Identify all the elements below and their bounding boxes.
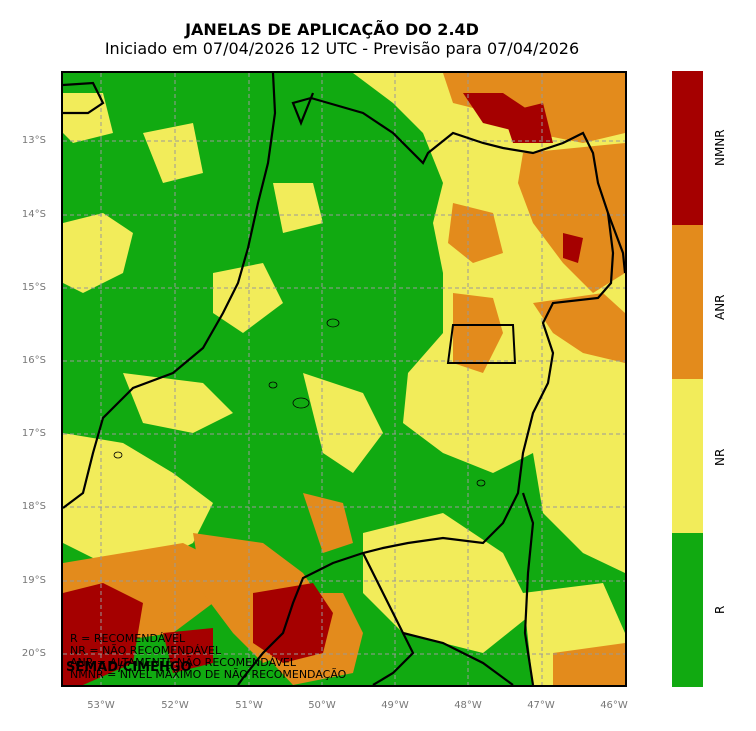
legend-line: NR = NÃO RECOMENDÁVEL [70,644,222,657]
legend-line: R = RECOMENDÁVEL [70,632,186,645]
map-title: JANELAS DE APLICAÇÃO DO 2.4D [185,20,479,39]
lon-label: 53°W [87,700,115,711]
credit-label: SEMAD/CIMEHGO [66,660,192,675]
colorbar-nmnr [672,71,703,225]
colorbar-label-nmnr: NMNR [713,129,727,166]
zone-nr [63,73,625,685]
lat-label: 20°S [21,648,46,659]
legend-line: ANR = ALTAMENTE NÃO RECOMENDÁVEL [70,656,296,669]
colorbar [672,71,703,687]
colorbar-label-nr: NR [713,448,727,466]
lat-label: 15°S [21,282,46,293]
lon-label: 47°W [527,700,555,711]
map-subtitle: Iniciado em 07/04/2026 12 UTC - Previsão… [104,39,580,58]
forecast-map [61,71,627,687]
lon-label: 48°W [454,700,482,711]
lat-label: 16°S [21,355,46,366]
colorbar-anr [672,225,703,379]
lat-label: 18°S [21,501,46,512]
lon-label: 49°W [381,700,409,711]
lon-label: 50°W [308,700,336,711]
map-legend: R = RECOMENDÁVEL NR = NÃO RECOMENDÁVEL A… [70,633,346,681]
distrito-federal-outline [446,324,517,364]
lon-label: 52°W [161,700,189,711]
state-boundary [63,73,625,685]
legend-line: NMNR = NÍVEL MÁXIMO DE NÃO RECOMENDAÇÃO [70,668,347,681]
colorbar-label-r: R [713,605,727,614]
lon-label: 51°W [235,700,263,711]
lon-label: 46°W [600,700,628,711]
lat-label: 19°S [21,575,46,586]
lat-label: 17°S [21,428,46,439]
lat-label: 13°S [21,135,46,146]
map-canvas [63,73,625,685]
colorbar-nr [672,379,703,533]
colorbar-label-anr: ANR [713,294,727,320]
colorbar-r [672,533,703,687]
graticule [63,73,625,685]
lake-outlines [113,318,486,487]
lat-label: 14°S [21,209,46,220]
